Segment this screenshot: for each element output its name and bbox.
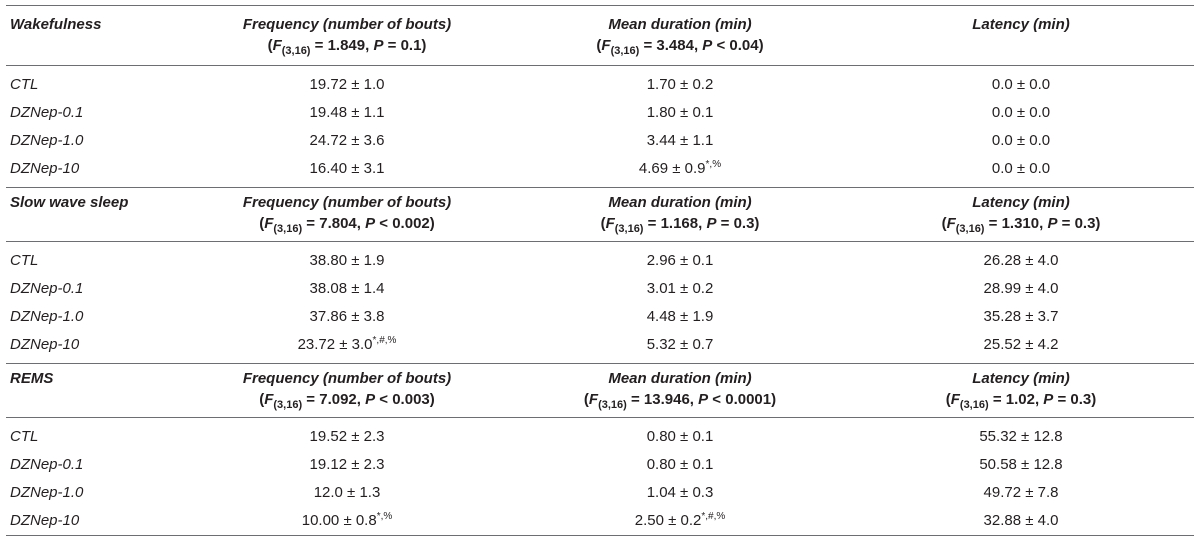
significance-mark: *,% (376, 511, 393, 522)
section-name: Slow wave sleep (6, 187, 182, 242)
latency-value: 50.58 ± 12.8 (979, 456, 1063, 473)
section-header-wakefulness: Wakefulness Frequency (number of bouts) … (6, 5, 1194, 66)
frequency-stat: (F(3,16) = 7.092, P < 0.003) (259, 391, 435, 411)
group-label: DZNep-0.1 (10, 104, 84, 121)
latency-value: 55.32 ± 12.8 (979, 428, 1063, 445)
frequency-value: 19.52 ± 2.3 (309, 428, 385, 445)
table-row: DZNep-0.1 19.12 ± 2.3 0.80 ± 0.1 50.58 ±… (6, 451, 1194, 479)
latency-value: 49.72 ± 7.8 (983, 484, 1059, 501)
latency-header: Latency (min) (848, 5, 1194, 66)
frequency-stat: (F(3,16) = 7.804, P < 0.002) (259, 215, 435, 235)
group-label: CTL (10, 76, 39, 93)
mean-duration-value: 0.80 ± 0.1 (646, 456, 714, 473)
mean-duration-value: 3.01 ± 0.2 (646, 280, 714, 297)
latency-value: 25.52 ± 4.2 (983, 336, 1059, 353)
mean-duration-value: 4.69 ± 0.9*,% (638, 159, 722, 178)
mean-duration-header: Mean duration (min) (F(3,16) = 1.168, P … (512, 187, 848, 242)
frequency-value: 19.12 ± 2.3 (309, 456, 385, 473)
mean-duration-value: 1.80 ± 0.1 (646, 104, 714, 121)
table-row: DZNep-10 16.40 ± 3.1 4.69 ± 0.9*,% 0.0 ±… (6, 155, 1194, 183)
significance-mark: *,#,% (701, 511, 726, 522)
group-label: DZNep-10 (10, 160, 80, 177)
group-label: DZNep-1.0 (10, 132, 84, 149)
group-label: DZNep-10 (6, 507, 182, 536)
frequency-value: 38.80 ± 1.9 (309, 252, 385, 269)
frequency-value: 38.08 ± 1.4 (309, 280, 385, 297)
frequency-value: 19.48 ± 1.1 (309, 104, 385, 121)
latency-value: 35.28 ± 3.7 (983, 308, 1059, 325)
significance-mark: *,#,% (372, 335, 397, 346)
table-row: DZNep-10 23.72 ± 3.0*,#,% 5.32 ± 0.7 25.… (6, 331, 1194, 359)
mean-duration-value: 4.48 ± 1.9 (646, 308, 714, 325)
mean-duration-value: 3.44 ± 1.1 (646, 132, 714, 149)
table-row: CTL 19.52 ± 2.3 0.80 ± 0.1 55.32 ± 12.8 (6, 418, 1194, 452)
group-label: DZNep-0.1 (10, 456, 84, 473)
mean-duration-header: Mean duration (min) (F(3,16) = 13.946, P… (512, 363, 848, 418)
table-row: CTL 19.72 ± 1.0 1.70 ± 0.2 0.0 ± 0.0 (6, 66, 1194, 100)
frequency-value: 10.00 ± 0.8*,% (182, 507, 512, 536)
latency-value: 26.28 ± 4.0 (983, 252, 1059, 269)
section-header-slow-wave-sleep: Slow wave sleep Frequency (number of bou… (6, 187, 1194, 242)
mean-duration-stat: (F(3,16) = 3.484, P < 0.04) (596, 37, 764, 57)
frequency-stat: (F(3,16) = 1.849, P = 0.1) (267, 37, 427, 57)
table-row: DZNep-10 10.00 ± 0.8*,% 2.50 ± 0.2*,#,% … (6, 507, 1194, 536)
latency-value: 28.99 ± 4.0 (983, 280, 1059, 297)
frequency-value: 12.0 ± 1.3 (313, 484, 381, 501)
sleep-stats-table: Wakefulness Frequency (number of bouts) … (6, 5, 1194, 536)
group-label: CTL (10, 428, 39, 445)
latency-header: Latency (min) (F(3,16) = 1.02, P = 0.3) (848, 363, 1194, 418)
latency-value: 32.88 ± 4.0 (848, 507, 1194, 536)
frequency-value: 16.40 ± 3.1 (309, 160, 385, 177)
mean-duration-value: 1.70 ± 0.2 (646, 76, 714, 93)
mean-duration-header: Mean duration (min) (F(3,16) = 3.484, P … (512, 5, 848, 66)
latency-value: 0.0 ± 0.0 (991, 132, 1051, 149)
section-name: REMS (6, 363, 182, 418)
latency-stat: (F(3,16) = 1.310, P = 0.3) (941, 215, 1101, 235)
frequency-value: 37.86 ± 3.8 (309, 308, 385, 325)
group-label: CTL (10, 252, 39, 269)
frequency-header: Frequency (number of bouts) (F(3,16) = 1… (182, 5, 512, 66)
frequency-header: Frequency (number of bouts) (F(3,16) = 7… (182, 363, 512, 418)
mean-duration-value: 1.04 ± 0.3 (646, 484, 714, 501)
frequency-value: 23.72 ± 3.0*,#,% (297, 335, 397, 354)
frequency-value: 19.72 ± 1.0 (309, 76, 385, 93)
table-row: DZNep-1.0 37.86 ± 3.8 4.48 ± 1.9 35.28 ±… (6, 303, 1194, 331)
table-row: DZNep-0.1 19.48 ± 1.1 1.80 ± 0.1 0.0 ± 0… (6, 99, 1194, 127)
latency-value: 0.0 ± 0.0 (991, 76, 1051, 93)
mean-duration-value: 5.32 ± 0.7 (646, 336, 714, 353)
mean-duration-stat: (F(3,16) = 13.946, P < 0.0001) (583, 391, 777, 411)
latency-stat: (F(3,16) = 1.02, P = 0.3) (945, 391, 1097, 411)
table-row: DZNep-0.1 38.08 ± 1.4 3.01 ± 0.2 28.99 ±… (6, 275, 1194, 303)
significance-mark: *,% (705, 159, 722, 170)
latency-value: 0.0 ± 0.0 (991, 104, 1051, 121)
group-label: DZNep-10 (10, 336, 80, 353)
section-header-rems: REMS Frequency (number of bouts) (F(3,16… (6, 363, 1194, 418)
latency-value: 0.0 ± 0.0 (991, 160, 1051, 177)
table-row: DZNep-1.0 12.0 ± 1.3 1.04 ± 0.3 49.72 ± … (6, 479, 1194, 507)
section-divider (6, 359, 1194, 364)
group-label: DZNep-1.0 (10, 484, 84, 501)
frequency-header: Frequency (number of bouts) (F(3,16) = 7… (182, 187, 512, 242)
table-row: DZNep-1.0 24.72 ± 3.6 3.44 ± 1.1 0.0 ± 0… (6, 127, 1194, 155)
table-row: CTL 38.80 ± 1.9 2.96 ± 0.1 26.28 ± 4.0 (6, 242, 1194, 276)
section-name: Wakefulness (6, 5, 182, 66)
group-label: DZNep-0.1 (10, 280, 84, 297)
frequency-value: 24.72 ± 3.6 (309, 132, 385, 149)
mean-duration-value: 2.96 ± 0.1 (646, 252, 714, 269)
section-divider (6, 183, 1194, 188)
mean-duration-stat: (F(3,16) = 1.168, P = 0.3) (600, 215, 760, 235)
latency-header: Latency (min) (F(3,16) = 1.310, P = 0.3) (848, 187, 1194, 242)
mean-duration-value: 0.80 ± 0.1 (646, 428, 714, 445)
mean-duration-value: 2.50 ± 0.2*,#,% (512, 507, 848, 536)
group-label: DZNep-1.0 (10, 308, 84, 325)
